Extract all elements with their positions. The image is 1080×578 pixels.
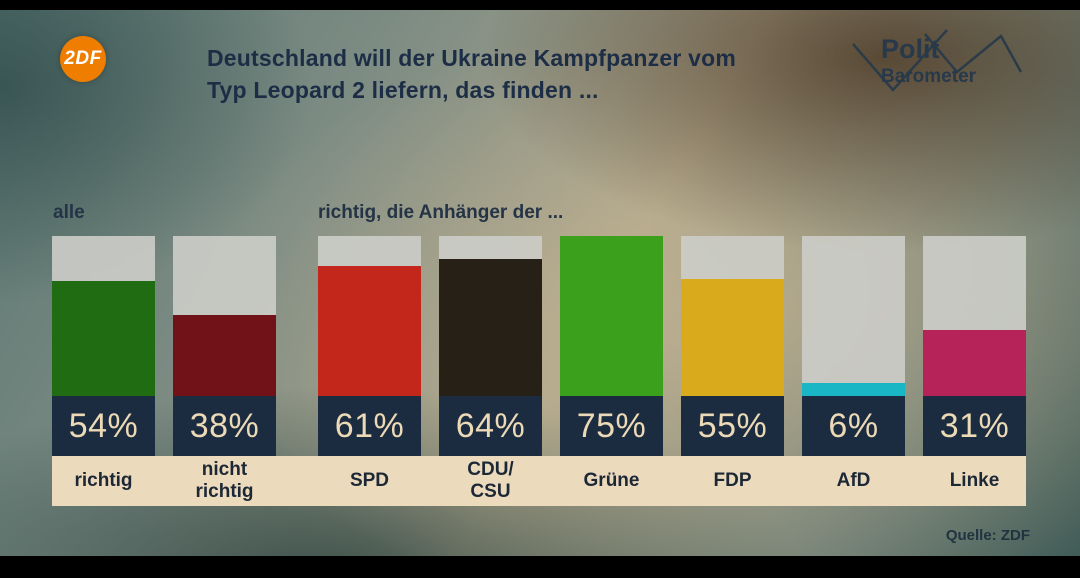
value-label: 75% [576, 406, 647, 445]
bar-track [923, 236, 1026, 396]
value-label: 31% [939, 406, 1010, 445]
bar-fill [318, 265, 421, 396]
bar-track [439, 236, 542, 396]
bar-column: 31% [923, 236, 1026, 456]
letterbox-bottom [0, 556, 1080, 578]
bar-fill [52, 280, 155, 396]
value-label: 61% [334, 406, 405, 445]
chart-title-line2: Typ Leopard 2 liefern, das finden ... [207, 77, 599, 103]
category-label: SPD [349, 470, 390, 491]
category-label-strip [52, 456, 1026, 506]
category-label: FDP [713, 470, 752, 491]
zigzag-check-icon [852, 29, 1023, 92]
bar-column: 54% [52, 236, 155, 456]
letterbox-top [0, 0, 1080, 10]
bar-fill [439, 259, 542, 396]
bar-chart: 54% 38% 61% 64% 75% 55% 6% 31% [0, 236, 1080, 456]
bar-track [681, 236, 784, 396]
chart-title: Deutschland will der Ukraine Kampfpanzer… [207, 42, 736, 106]
bar-fill [681, 278, 784, 396]
bar-fill [560, 236, 663, 396]
category-label: nicht richtig [195, 459, 254, 502]
value-label: 54% [68, 406, 139, 445]
value-badge: 55% [681, 396, 784, 456]
value-label: 38% [189, 406, 260, 445]
bar-fill [923, 329, 1026, 396]
category-label: Grüne [583, 470, 640, 491]
group-labels: alle richtig, die Anhänger der ... [0, 202, 1080, 226]
category-label: richtig [74, 470, 133, 491]
bar-column: 61% [318, 236, 421, 456]
bar-fill [173, 314, 276, 396]
category-label: CDU/ CSU [467, 459, 514, 502]
bar-column: 75% [560, 236, 663, 456]
source-credit: Quelle: ZDF [945, 527, 1030, 544]
brand-barometer: Barometer [881, 66, 977, 87]
bar-column: 6% [802, 236, 905, 456]
bar-track [173, 236, 276, 396]
brand-polit: Polit [881, 34, 940, 64]
zdf-logo: 2DF [60, 36, 106, 82]
value-badge: 54% [52, 396, 155, 456]
bar-column: 64% [439, 236, 542, 456]
group-label-alle: alle [53, 202, 85, 223]
value-badge: 6% [802, 396, 905, 456]
value-badge: 64% [439, 396, 542, 456]
bar-track [560, 236, 663, 396]
value-badge: 61% [318, 396, 421, 456]
value-label: 64% [455, 406, 526, 445]
value-label: 6% [828, 406, 879, 445]
bar-track [802, 236, 905, 396]
value-badge: 31% [923, 396, 1026, 456]
bar-fill [802, 383, 905, 396]
politbarometer-logo: Polit Barometer [845, 28, 1035, 96]
category-label: Linke [949, 470, 1000, 491]
group-label-anhaenger: richtig, die Anhänger der ... [318, 202, 564, 223]
bar-column: 55% [681, 236, 784, 456]
bar-track [52, 236, 155, 396]
bar-track [318, 236, 421, 396]
bar-column: 38% [173, 236, 276, 456]
category-label: AfD [836, 470, 871, 491]
value-badge: 38% [173, 396, 276, 456]
zdf-logo-text: 2DF [64, 48, 102, 69]
value-badge: 75% [560, 396, 663, 456]
chart-title-line1: Deutschland will der Ukraine Kampfpanzer… [207, 45, 736, 71]
category-labels: richtig nicht richtig SPD CDU/ CSU Grüne FDP A… [0, 456, 1080, 506]
value-label: 55% [697, 406, 768, 445]
